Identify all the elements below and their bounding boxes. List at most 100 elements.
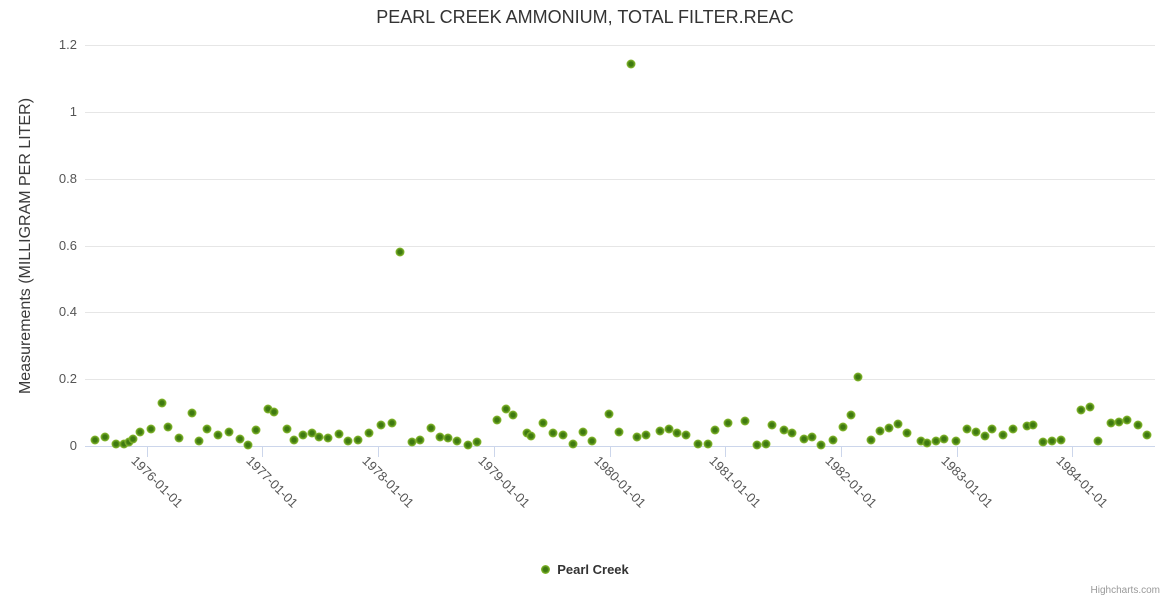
- data-point[interactable]: [235, 434, 245, 444]
- data-point[interactable]: [614, 427, 623, 437]
- data-point[interactable]: [971, 427, 981, 437]
- data-point[interactable]: [501, 404, 511, 414]
- data-point[interactable]: [395, 247, 405, 256]
- data-point[interactable]: [558, 430, 568, 440]
- data-point[interactable]: [202, 424, 212, 434]
- data-point[interactable]: [799, 434, 809, 444]
- data-point[interactable]: [452, 436, 462, 446]
- data-point[interactable]: [626, 59, 635, 69]
- data-point[interactable]: [568, 439, 578, 449]
- data-point[interactable]: [1008, 424, 1018, 434]
- data-point[interactable]: [526, 431, 536, 441]
- data-point[interactable]: [1093, 436, 1103, 446]
- data-point[interactable]: [828, 435, 838, 445]
- data-point[interactable]: [875, 426, 885, 436]
- data-point[interactable]: [376, 420, 386, 430]
- data-point[interactable]: [307, 428, 317, 438]
- data-point[interactable]: [787, 428, 797, 438]
- data-point[interactable]: [387, 418, 397, 428]
- data-point[interactable]: [426, 423, 436, 433]
- data-point[interactable]: [693, 439, 703, 449]
- data-point[interactable]: [939, 434, 949, 444]
- data-point[interactable]: [353, 435, 363, 445]
- data-point[interactable]: [364, 428, 374, 438]
- data-point[interactable]: [587, 436, 597, 446]
- data-point[interactable]: [807, 432, 817, 442]
- data-point[interactable]: [632, 432, 642, 442]
- data-point[interactable]: [664, 424, 674, 434]
- data-point[interactable]: [472, 437, 482, 447]
- data-point[interactable]: [508, 410, 518, 420]
- data-point[interactable]: [604, 409, 613, 419]
- data-point[interactable]: [119, 439, 129, 449]
- data-point[interactable]: [641, 430, 651, 440]
- data-point[interactable]: [1038, 437, 1047, 447]
- data-point[interactable]: [816, 440, 826, 450]
- data-point[interactable]: [1142, 430, 1152, 440]
- data-point[interactable]: [578, 427, 588, 437]
- data-point[interactable]: [435, 432, 445, 442]
- data-point[interactable]: [194, 436, 204, 446]
- data-point[interactable]: [655, 426, 665, 436]
- data-point[interactable]: [135, 427, 145, 437]
- data-point[interactable]: [1122, 415, 1132, 425]
- data-point[interactable]: [853, 372, 863, 382]
- data-point[interactable]: [1106, 418, 1116, 428]
- data-point[interactable]: [213, 430, 223, 440]
- data-point[interactable]: [922, 438, 932, 448]
- data-point[interactable]: [289, 435, 299, 445]
- data-point[interactable]: [111, 439, 121, 449]
- data-point[interactable]: [124, 437, 134, 447]
- data-point[interactable]: [492, 415, 502, 425]
- data-point[interactable]: [987, 424, 997, 434]
- data-point[interactable]: [343, 436, 353, 446]
- data-point[interactable]: [1114, 417, 1124, 427]
- data-point[interactable]: [314, 432, 324, 442]
- data-point[interactable]: [902, 428, 911, 438]
- data-point[interactable]: [1047, 436, 1057, 446]
- data-point[interactable]: [538, 418, 548, 428]
- data-point[interactable]: [916, 436, 926, 446]
- data-point[interactable]: [1085, 402, 1095, 412]
- data-point[interactable]: [157, 398, 167, 408]
- data-point[interactable]: [187, 408, 197, 418]
- highcharts-credits-link[interactable]: Highcharts.com: [1090, 585, 1160, 596]
- data-point[interactable]: [761, 439, 770, 449]
- data-point[interactable]: [415, 435, 425, 445]
- data-point[interactable]: [767, 420, 777, 430]
- data-point[interactable]: [1056, 435, 1066, 445]
- data-point[interactable]: [951, 436, 961, 446]
- data-point[interactable]: [1076, 405, 1086, 415]
- data-point[interactable]: [146, 424, 156, 434]
- data-point[interactable]: [752, 440, 761, 450]
- data-point[interactable]: [884, 423, 893, 433]
- data-point[interactable]: [723, 418, 732, 428]
- data-point[interactable]: [224, 427, 234, 437]
- data-point[interactable]: [980, 431, 990, 441]
- data-point[interactable]: [846, 410, 855, 420]
- data-point[interactable]: [866, 435, 876, 445]
- data-point[interactable]: [128, 434, 138, 444]
- data-point[interactable]: [1133, 420, 1143, 430]
- data-point[interactable]: [243, 440, 253, 450]
- data-point[interactable]: [710, 425, 720, 435]
- data-point[interactable]: [298, 430, 308, 440]
- data-point[interactable]: [1028, 420, 1038, 430]
- data-point[interactable]: [443, 433, 453, 443]
- data-point[interactable]: [323, 433, 333, 443]
- data-point[interactable]: [407, 437, 417, 447]
- data-point[interactable]: [263, 404, 273, 414]
- data-point[interactable]: [522, 428, 532, 438]
- data-point[interactable]: [174, 433, 184, 443]
- data-point[interactable]: [163, 422, 173, 432]
- data-point[interactable]: [548, 428, 558, 438]
- data-point[interactable]: [100, 432, 110, 442]
- data-point[interactable]: [703, 439, 713, 449]
- data-point[interactable]: [251, 425, 261, 435]
- data-point[interactable]: [931, 436, 941, 446]
- data-point[interactable]: [334, 429, 344, 439]
- data-point[interactable]: [998, 430, 1008, 440]
- data-point[interactable]: [269, 407, 279, 417]
- data-point[interactable]: [1022, 421, 1032, 431]
- data-point[interactable]: [740, 416, 750, 426]
